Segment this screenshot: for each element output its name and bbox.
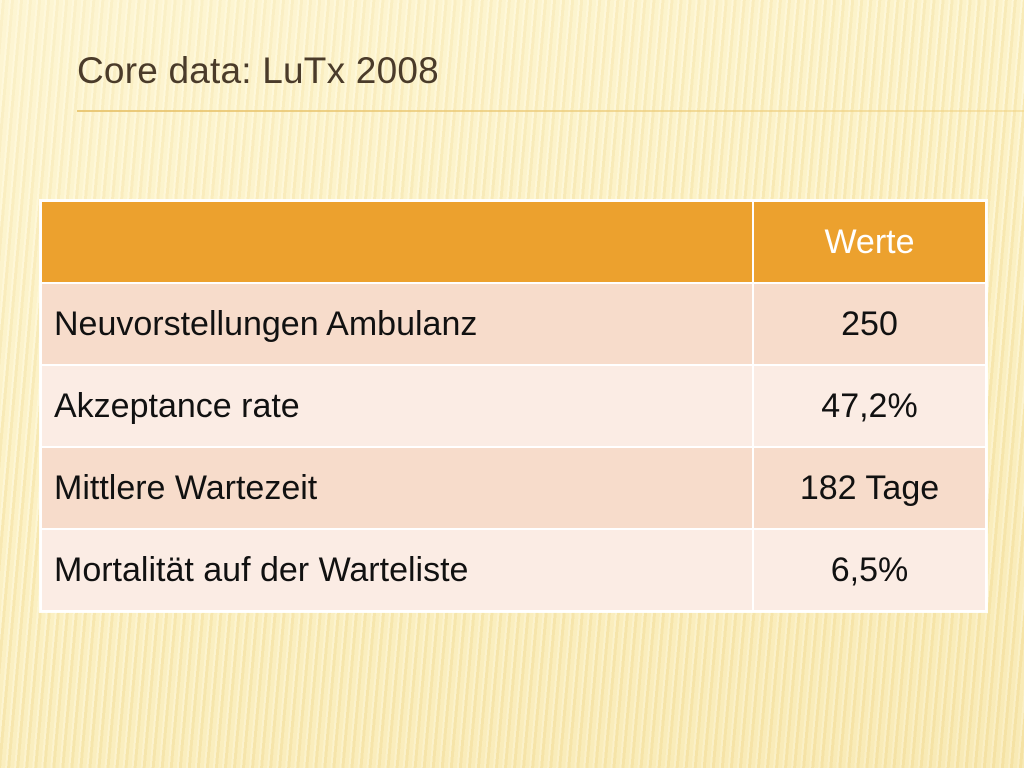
title-divider bbox=[77, 110, 1024, 112]
row-label: Mittlere Wartezeit bbox=[40, 446, 754, 530]
table-row: Neuvorstellungen Ambulanz 250 bbox=[40, 282, 987, 366]
row-label: Mortalität auf der Warteliste bbox=[40, 528, 754, 612]
table-row: Mortalität auf der Warteliste 6,5% bbox=[40, 528, 987, 612]
table-row: Akzeptance rate 47,2% bbox=[40, 364, 987, 448]
table-row: Mittlere Wartezeit 182 Tage bbox=[40, 446, 987, 530]
row-label: Akzeptance rate bbox=[40, 364, 754, 448]
table-header-row: Werte bbox=[40, 200, 987, 284]
row-value: 182 Tage bbox=[752, 446, 987, 530]
row-value: 47,2% bbox=[752, 364, 987, 448]
row-label: Neuvorstellungen Ambulanz bbox=[40, 282, 754, 366]
slide-title: Core data: LuTx 2008 bbox=[77, 50, 439, 91]
header-cell-werte: Werte bbox=[752, 200, 987, 284]
row-value: 6,5% bbox=[752, 528, 987, 612]
core-data-table: Werte Neuvorstellungen Ambulanz 250 Akze… bbox=[40, 200, 987, 612]
header-cell-label bbox=[40, 200, 754, 284]
row-value: 250 bbox=[752, 282, 987, 366]
